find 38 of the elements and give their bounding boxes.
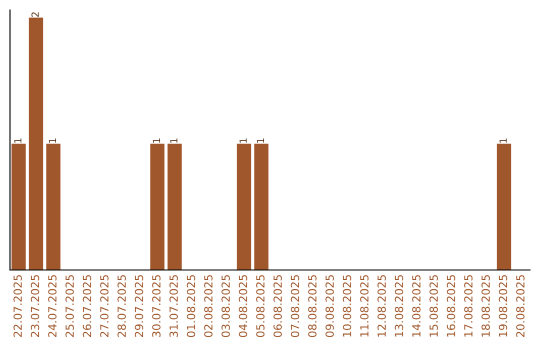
data-label: 1 (256, 138, 264, 143)
x-tick-label: 15.08.2025 (429, 275, 438, 337)
x-tick-label: 18.08.2025 (481, 275, 490, 337)
data-label: 1 (152, 138, 160, 143)
data-label: 1 (500, 138, 507, 143)
data-label: 1 (240, 138, 247, 143)
x-tick-label: 31.07.2025 (169, 275, 178, 337)
x-tick-label: 11.08.2025 (360, 275, 369, 337)
x-tick-label: 01.08.2025 (186, 275, 196, 338)
x-tick-label: 12.08.2025 (377, 275, 386, 337)
x-tick-label: 16.08.2025 (446, 275, 456, 337)
x-tick-label: 03.08.2025 (221, 275, 230, 338)
x-tick-label: 26.07.2025 (82, 275, 92, 337)
x-tick-label: 05.08.2025 (256, 275, 265, 338)
x-tick-label: 10.08.2025 (342, 275, 352, 337)
x-tick-label: 23.07.2025 (30, 275, 40, 337)
x-tick-label: 17.08.2025 (464, 275, 473, 337)
x-tick-label: 19.08.2025 (498, 275, 508, 337)
x-tick-label: 13.08.2025 (394, 275, 404, 337)
x-tick-label: 30.07.2025 (152, 275, 161, 337)
data-label: 1 (48, 138, 56, 143)
x-tick-label: 07.08.2025 (290, 275, 300, 338)
x-tick-label: 22.07.2025 (13, 275, 22, 337)
data-label: 1 (14, 138, 22, 143)
x-tick-label: 09.08.2025 (325, 275, 334, 338)
x-tick-label: 24.07.2025 (48, 275, 57, 337)
x-tick-label: 28.07.2025 (117, 275, 126, 337)
x-tick-label: 25.07.2025 (65, 275, 74, 337)
data-label: 2 (31, 12, 39, 17)
x-tick-label: 02.08.2025 (204, 275, 213, 338)
x-tick-label: 08.08.2025 (308, 275, 317, 338)
x-tick-label: 29.07.2025 (134, 275, 144, 337)
x-tick-label: 27.07.2025 (100, 275, 109, 337)
x-tick-label: 14.08.2025 (412, 275, 421, 337)
x-tick-label: 06.08.2025 (273, 275, 282, 338)
x-tick-label: 04.08.2025 (238, 275, 248, 338)
x-tick-label: 20.08.2025 (516, 275, 525, 337)
data-label: 1 (170, 138, 178, 143)
